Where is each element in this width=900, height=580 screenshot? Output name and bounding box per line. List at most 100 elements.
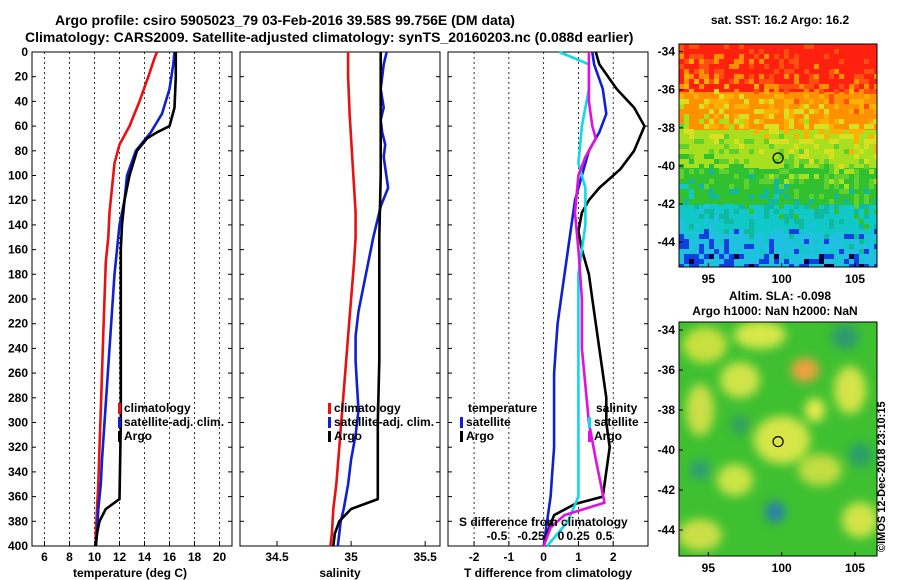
map-lon-tick-label: 100 [772,272,792,286]
legend-sal-argo-label: Argo [594,429,622,443]
series-line-salinity-argo [542,52,606,547]
map-lon-tick-label: 100 [772,561,792,575]
map-lat-tick-label: -44 [658,523,676,537]
x-tick-label: 34.5 [265,550,289,564]
map-lat-tick-label: -40 [658,443,676,457]
x-tick-label: 35.5 [414,550,438,564]
temperature-tick-labels: 6 8 10 12 14 16 18 20 [32,51,232,564]
depth-tick-label: 260 [8,366,28,380]
chart-title-line2: Climatology: CARS2009. Satellite-adjuste… [25,29,634,45]
depth-tick-label: 280 [8,391,28,405]
secondary-axis-title: S difference from climatology [459,515,628,529]
difference-tick-labels: -2 -1 0 1 2 [448,51,648,564]
profile-lines [94,50,646,547]
difference-xlabel: T difference from climatology [464,566,632,580]
depth-tick-label: 100 [8,169,28,183]
x-tick-label: 2 [610,550,617,564]
x-tick-label: 20 [213,550,227,564]
map-lon-tick-label: 95 [702,272,716,286]
depth-tick-label: 340 [8,465,28,479]
sla-argo-location-marker [772,436,784,448]
legend-satellite-swatch [328,417,331,428]
x-tick-label: 35 [344,550,358,564]
depth-tick-label: 80 [15,144,29,158]
s-axis-tick-label: 0.25 [566,529,590,543]
legend-sal-satellite-swatch [588,417,591,428]
depth-tick-label: 160 [8,243,28,257]
x-tick-label: -1 [504,550,515,564]
legend-temp-satellite-swatch [460,417,463,428]
sla-map-axes: 95 100 105 -34 -36 -38 -40 -42 -44 [658,323,866,575]
depth-tick-label: 60 [15,119,29,133]
depth-tick-label: 320 [8,440,28,454]
series-line-salinity-satellite [546,50,591,547]
difference-panel-frame [447,51,649,547]
legend-sal-satellite-label: satellite [594,415,639,429]
depth-tick-label: 180 [8,267,28,281]
legend-salinity-title: salinity [596,401,638,415]
sst-map-axes: 95 100 105 -34 -36 -38 -40 -42 -44 [658,45,866,286]
legend-argo-label: Argo [334,429,362,443]
depth-tick-label: 120 [8,193,28,207]
legend-temp-argo-swatch [460,431,463,442]
salinity-xlabel: salinity [319,566,361,580]
sla-map [679,322,877,556]
legend-climatology-label: climatology [334,401,401,415]
s-axis-tick-label: 0 [558,529,565,543]
x-tick-label: 0 [540,550,547,564]
salinity-legend: climatology satellite-adj. clim. Argo [328,401,434,443]
map-lat-tick-label: -36 [658,363,676,377]
series-line-temperature-satellite [542,51,608,547]
depth-tick-label: 400 [8,539,28,553]
depth-tick-label: 0 [21,45,28,59]
map-lat-tick-label: -36 [658,83,676,97]
x-tick-label: 6 [41,550,48,564]
sst-map-frame [678,43,878,268]
map-lon-tick-label: 105 [845,272,865,286]
s-axis-tick-label: 0.5 [596,529,613,543]
legend-satellite-swatch [118,417,121,428]
depth-tick-label: 380 [8,514,28,528]
map-lat-tick-label: -34 [658,323,676,337]
map-lon-tick-label: 95 [702,561,716,575]
legend-temperature-title: temperature [468,401,538,415]
x-tick-label: 18 [188,550,202,564]
depth-tick-label: 360 [8,490,28,504]
series-line-argo [332,52,383,547]
map-lat-tick-label: -38 [658,403,676,417]
secondary-axis-ticks: -0.5 -0.25 0 0.25 0.5 [487,529,613,543]
legend-climatology-swatch [118,403,121,414]
s-axis-tick-label: -0.25 [517,529,545,543]
depth-tick-label: 220 [8,317,28,331]
imos-credit: ©IMOS 12-Dec-2018 23:10:15 [876,401,888,552]
legend-satellite-label: satellite-adj. clim. [124,415,224,429]
sst-map [679,44,877,267]
depth-tick-label: 40 [15,94,29,108]
map-lat-tick-label: -38 [658,121,676,135]
legend-temp-satellite-label: satellite [466,415,511,429]
series-line-satellite-adj-clim- [94,51,176,547]
temperature-legend: climatology satellite-adj. clim. Argo [118,401,224,443]
s-axis-tick-label: -0.5 [487,529,508,543]
salinity-panel-frame [239,51,441,547]
legend-temp-argo-label: Argo [466,429,494,443]
sla-map-frame [678,321,878,557]
legend-argo-label: Argo [124,429,152,443]
map-lat-tick-label: -34 [658,45,676,59]
sst-argo-location-marker [772,152,784,164]
map-lon-tick-label: 105 [845,561,865,575]
x-tick-label: -2 [469,550,480,564]
legend-climatology-label: climatology [124,401,191,415]
series-line-argo [94,52,178,547]
map-lat-tick-label: -44 [658,235,676,249]
legend-argo-swatch [328,431,331,442]
x-tick-label: 12 [113,550,127,564]
depth-tick-label: 240 [8,341,28,355]
x-tick-label: 1 [575,550,582,564]
sst-map-title: sat. SST: 16.2 Argo: 16.2 [711,13,850,27]
temperature-xlabel: temperature (deg C) [73,566,187,580]
legend-climatology-swatch [328,403,331,414]
chart-title-line1: Argo profile: csiro 5905023_79 03-Feb-20… [55,12,515,28]
x-tick-label: 10 [88,550,102,564]
